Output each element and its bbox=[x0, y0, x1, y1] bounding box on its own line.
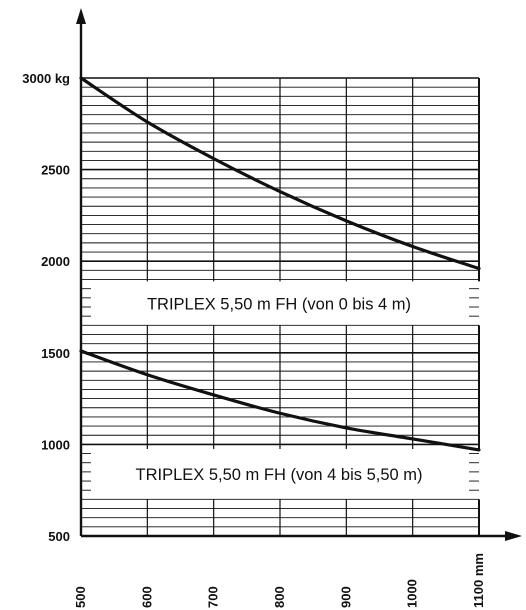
y-axis-arrow bbox=[76, 8, 86, 24]
grid bbox=[81, 77, 480, 536]
series-line bbox=[79, 76, 481, 271]
axes bbox=[76, 8, 522, 541]
y-tick-label: 2500 bbox=[41, 163, 70, 178]
x-tick-label: 800 bbox=[272, 586, 287, 608]
y-tick-label: 1500 bbox=[41, 346, 70, 361]
curves bbox=[79, 76, 481, 452]
y-tick-label: 500 bbox=[48, 529, 70, 544]
y-tick-label: 1000 bbox=[41, 437, 70, 452]
y-tick-label: 2000 bbox=[41, 254, 70, 269]
x-tick-label: 1100 mm bbox=[471, 553, 486, 608]
y-tick-labels: 3000 kg 2500 2000 1500 1000 500 bbox=[22, 71, 70, 544]
x-tick-label: 700 bbox=[206, 586, 221, 608]
x-axis-arrow bbox=[505, 531, 522, 541]
y-tick-label: 3000 kg bbox=[22, 71, 70, 86]
series-label: TRIPLEX 5,50 m FH (von 4 bis 5,50 m) bbox=[135, 466, 422, 484]
x-tick-labels: 500 600 700 800 900 1000 1100 mm bbox=[73, 553, 486, 608]
x-tick-label: 600 bbox=[139, 586, 154, 608]
series-notes: TRIPLEX 5,50 m FH (von 0 bis 4 m) TRIPLEX… bbox=[135, 295, 422, 484]
x-tick-label: 900 bbox=[338, 586, 353, 608]
series-label: TRIPLEX 5,50 m FH (von 0 bis 4 m) bbox=[147, 295, 411, 313]
x-tick-label: 1000 bbox=[405, 579, 420, 608]
series-line bbox=[79, 349, 481, 452]
x-tick-label: 500 bbox=[73, 586, 88, 608]
